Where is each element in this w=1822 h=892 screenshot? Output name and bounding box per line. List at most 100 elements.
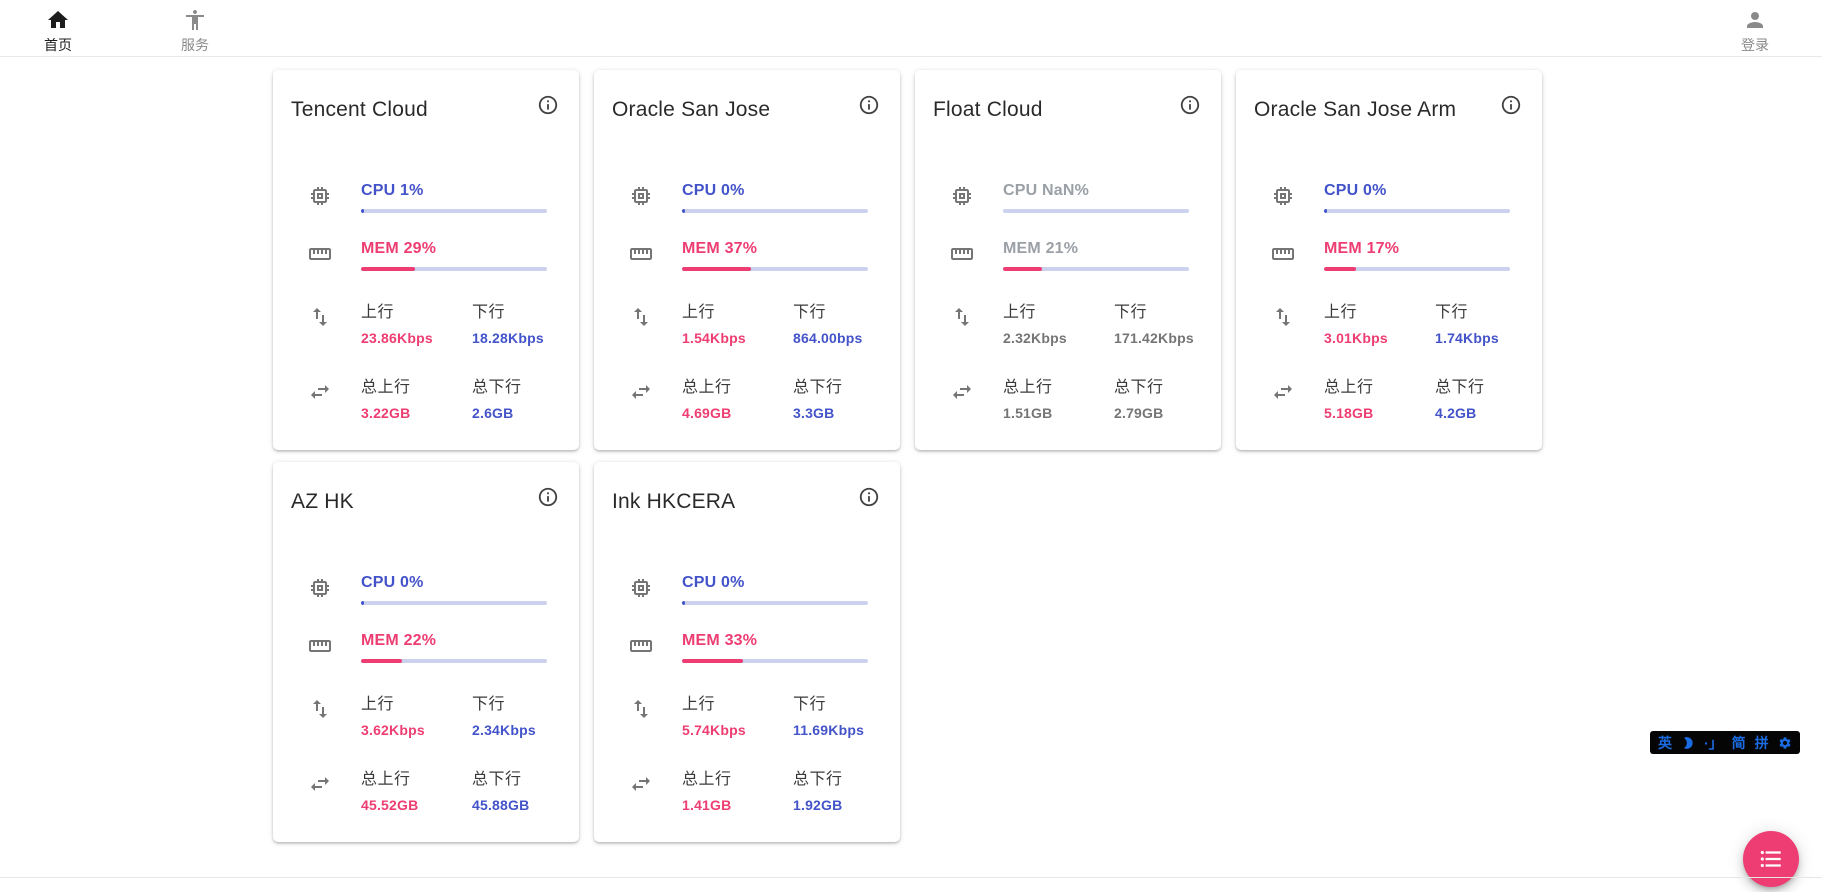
cpu-usage-text: CPU 0% — [1324, 182, 1387, 199]
cpu-progress-fill — [682, 601, 685, 605]
nav-home-label: 首页 — [44, 37, 72, 53]
upload-label: 上行 — [361, 304, 395, 321]
total-download-label: 总下行 — [472, 379, 522, 396]
total-upload-value: 5.18GB — [1324, 405, 1374, 421]
total-download-value: 1.92GB — [793, 797, 843, 813]
nav-login-label: 登录 — [1741, 37, 1769, 53]
total-download-value: 45.88GB — [472, 797, 530, 813]
swap-vert-icon — [1276, 308, 1290, 326]
server-list-fab[interactable] — [1743, 831, 1799, 887]
info-icon[interactable] — [537, 94, 559, 116]
download-value: 2.34Kbps — [472, 722, 536, 738]
cpu-progress-bar — [361, 601, 547, 605]
ime-lang-toggle[interactable]: 英 — [1658, 734, 1672, 751]
accessibility-icon — [186, 10, 204, 30]
cpu-progress-fill — [1324, 209, 1327, 213]
cpu-usage-text: CPU 1% — [361, 182, 424, 199]
upload-value: 5.74Kbps — [682, 722, 746, 738]
server-name: Tencent Cloud — [291, 98, 428, 121]
mem-progress-fill — [682, 659, 744, 663]
download-label: 下行 — [1435, 304, 1469, 321]
total-upload-value: 45.52GB — [361, 797, 419, 813]
server-cards-grid: Tencent Cloud CPU 1% MEM 29% — [273, 70, 1563, 842]
cpu-usage-text: CPU 0% — [682, 182, 745, 199]
info-icon[interactable] — [1179, 94, 1201, 116]
nav-item-services[interactable]: 服务 — [163, 8, 227, 55]
download-value: 171.42Kbps — [1114, 330, 1194, 346]
ime-punctuation-toggle[interactable]: ·」 — [1704, 734, 1723, 751]
cpu-chip-icon — [632, 579, 650, 597]
swap-vert-icon — [634, 308, 648, 326]
info-icon[interactable] — [858, 486, 880, 508]
mem-usage-text: MEM 37% — [682, 240, 758, 257]
upload-label: 上行 — [682, 304, 716, 321]
server-card-ink-hkcera: Ink HKCERA CPU 0% MEM 33% — [594, 462, 900, 842]
cpu-progress-fill — [361, 601, 364, 605]
mem-usage-text: MEM 21% — [1003, 240, 1079, 257]
ime-simplified-toggle[interactable]: 简 — [1731, 734, 1746, 751]
swap-horiz-icon — [632, 777, 650, 791]
mem-progress-bar — [1324, 267, 1510, 271]
download-label: 下行 — [793, 304, 827, 321]
swap-horiz-icon — [953, 385, 971, 399]
info-icon[interactable] — [537, 486, 559, 508]
cpu-progress-bar — [682, 209, 868, 213]
server-name: Ink HKCERA — [612, 490, 736, 513]
top-navbar: 首页 服务 登录 — [0, 0, 1822, 57]
total-upload-label: 总上行 — [361, 379, 411, 396]
total-upload-label: 总上行 — [361, 771, 411, 788]
total-upload-label: 总上行 — [1003, 379, 1053, 396]
memory-ruler-icon — [309, 640, 331, 652]
mem-progress-bar — [1003, 267, 1189, 271]
total-download-label: 总下行 — [1114, 379, 1164, 396]
memory-ruler-icon — [630, 640, 652, 652]
moon-icon[interactable] — [1681, 736, 1695, 750]
server-card-tencent-cloud: Tencent Cloud CPU 1% MEM 29% — [273, 70, 579, 450]
info-icon[interactable] — [858, 94, 880, 116]
swap-vert-icon — [313, 308, 327, 326]
cpu-chip-icon — [632, 187, 650, 205]
gear-icon[interactable] — [1778, 736, 1792, 750]
cpu-chip-icon — [1274, 187, 1292, 205]
server-card-az-hk: AZ HK CPU 0% MEM 22% 上行 3 — [273, 462, 579, 842]
download-label: 下行 — [472, 304, 506, 321]
upload-label: 上行 — [682, 696, 716, 713]
cpu-progress-bar — [682, 601, 868, 605]
cpu-chip-icon — [953, 187, 971, 205]
download-value: 864.00bps — [793, 330, 863, 346]
server-card-float-cloud: Float Cloud CPU NaN% MEM 21% — [915, 70, 1221, 450]
upload-label: 上行 — [361, 696, 395, 713]
info-icon[interactable] — [1500, 94, 1522, 116]
memory-ruler-icon — [951, 248, 973, 260]
mem-progress-fill — [361, 659, 402, 663]
mem-usage-text: MEM 29% — [361, 240, 437, 257]
cpu-progress-bar — [1324, 209, 1510, 213]
mem-usage-text: MEM 33% — [682, 632, 758, 649]
upload-value: 2.32Kbps — [1003, 330, 1067, 346]
mem-progress-bar — [682, 659, 868, 663]
nav-item-home[interactable]: 首页 — [26, 8, 90, 55]
server-name: Oracle San Jose — [612, 98, 771, 121]
mem-progress-fill — [1324, 267, 1356, 271]
ime-pinyin-indicator[interactable]: 拼 — [1754, 734, 1769, 751]
cpu-progress-fill — [682, 209, 685, 213]
cpu-usage-text: CPU 0% — [682, 574, 745, 591]
swap-horiz-icon — [632, 385, 650, 399]
total-download-value: 3.3GB — [793, 405, 835, 421]
nav-services-label: 服务 — [181, 37, 209, 53]
total-upload-value: 4.69GB — [682, 405, 732, 421]
memory-ruler-icon — [1272, 248, 1294, 260]
download-label: 下行 — [1114, 304, 1148, 321]
mem-usage-text: MEM 17% — [1324, 240, 1400, 257]
total-upload-value: 3.22GB — [361, 405, 411, 421]
upload-value: 3.62Kbps — [361, 722, 425, 738]
home-icon — [48, 11, 68, 28]
download-label: 下行 — [472, 696, 506, 713]
cpu-progress-fill — [361, 209, 364, 213]
mem-progress-fill — [682, 267, 751, 271]
mem-progress-bar — [682, 267, 868, 271]
total-upload-value: 1.51GB — [1003, 405, 1053, 421]
nav-item-login[interactable]: 登录 — [1723, 8, 1787, 55]
total-download-label: 总下行 — [793, 379, 843, 396]
download-value: 1.74Kbps — [1435, 330, 1499, 346]
